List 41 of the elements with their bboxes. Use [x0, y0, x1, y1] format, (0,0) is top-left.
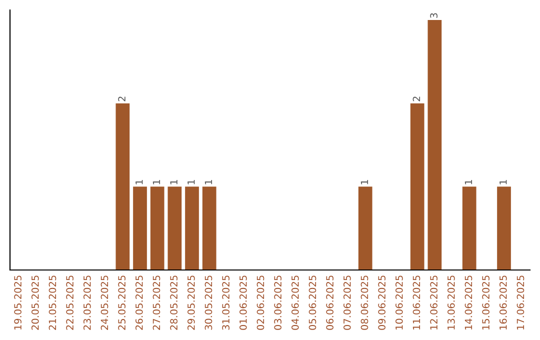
x-tick-label: 06.06.2025: [326, 276, 334, 330]
x-tick-label: 26.05.2025: [135, 276, 143, 330]
data-label: 1: [360, 180, 368, 184]
data-label: 1: [136, 180, 143, 184]
x-tick-label: 09.06.2025: [378, 276, 386, 330]
x-tick-label: 03.06.2025: [274, 276, 282, 330]
x-tick-label: 24.05.2025: [100, 276, 108, 330]
data-label: 2: [412, 96, 420, 102]
data-label: 3: [430, 13, 438, 18]
x-tick-label: 13.06.2025: [447, 276, 455, 330]
x-tick-label: 15.06.2025: [482, 276, 490, 330]
data-label: 1: [170, 180, 178, 184]
data-label: 1: [188, 180, 195, 184]
data-label: 2: [118, 96, 126, 102]
x-tick-label: 25.05.2025: [118, 276, 126, 330]
x-tick-label: 17.06.2025: [516, 276, 524, 330]
x-tick-label: 22.05.2025: [66, 276, 74, 330]
x-tick-label: 28.05.2025: [170, 276, 178, 330]
x-tick-label: 07.06.2025: [343, 276, 351, 330]
x-tick-label: 01.06.2025: [239, 276, 247, 330]
data-label: 1: [500, 180, 507, 184]
x-tick-label: 16.06.2025: [499, 276, 507, 330]
x-tick-label: 10.06.2025: [395, 276, 403, 330]
x-tick-label: 20.05.2025: [31, 276, 39, 330]
x-tick-label: 27.05.2025: [152, 276, 160, 330]
x-tick-label: 29.05.2025: [187, 276, 195, 330]
x-tick-label: 21.05.2025: [48, 276, 56, 330]
data-label: 1: [204, 180, 212, 184]
x-tick-label: 30.05.2025: [204, 276, 212, 330]
x-tick-label: 08.06.2025: [360, 276, 368, 330]
x-tick-label: 02.06.2025: [256, 276, 264, 330]
data-label: 1: [152, 180, 160, 184]
x-tick-label: 12.06.2025: [430, 276, 438, 330]
x-tick-label: 23.05.2025: [83, 276, 91, 330]
x-tick-label: 14.06.2025: [464, 276, 472, 330]
x-tick-label: 05.06.2025: [308, 276, 316, 330]
x-tick-label: 19.05.2025: [14, 276, 22, 330]
x-tick-label: 31.05.2025: [222, 276, 230, 330]
x-tick-label: 04.06.2025: [291, 276, 299, 330]
x-tick-label: 11.06.2025: [412, 276, 420, 330]
data-label: 1: [464, 180, 472, 184]
